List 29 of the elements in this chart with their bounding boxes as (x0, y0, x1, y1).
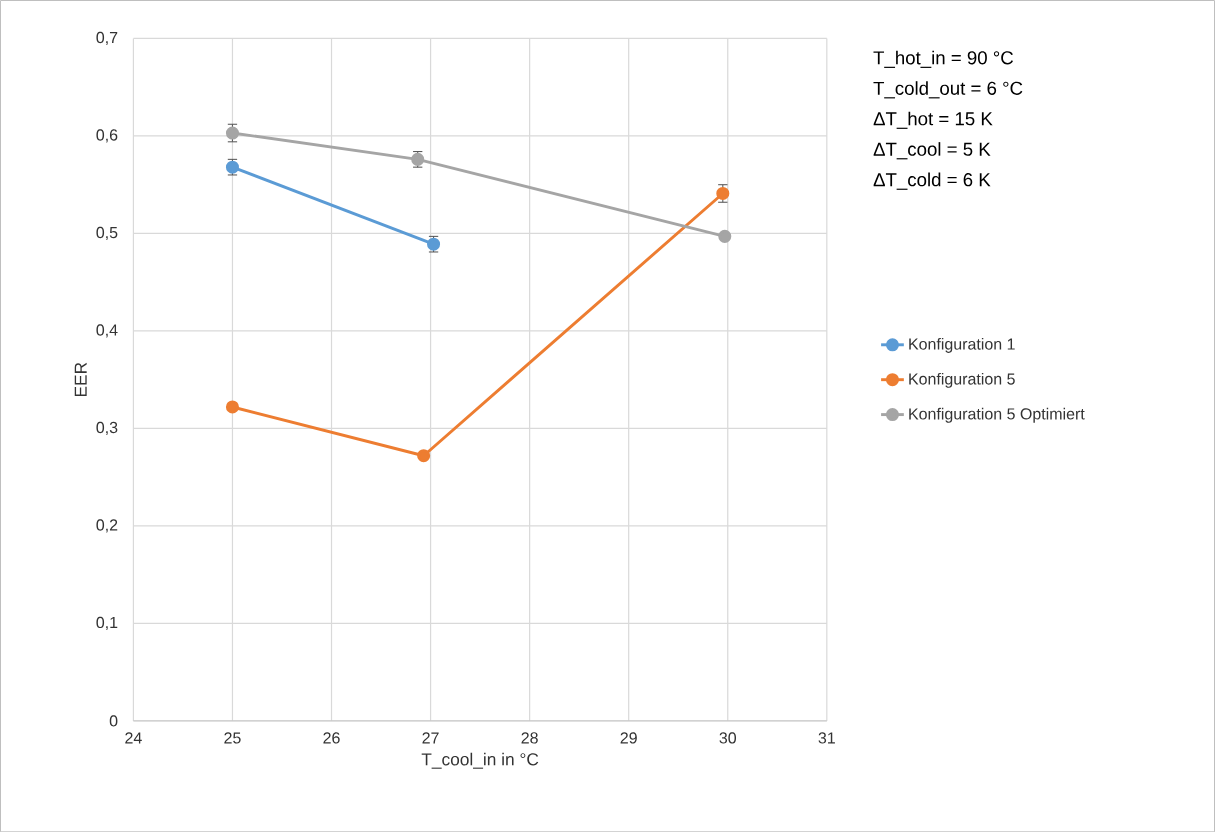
x-tick-label: 28 (521, 732, 538, 744)
y-tick-label: 0,3 (96, 421, 118, 435)
x-tick-label: 31 (818, 732, 835, 744)
text: ΔT_cool = 5 K (873, 141, 991, 160)
y-tick-label: 0,4 (96, 324, 118, 338)
point (225, 400, 239, 414)
x-tick-label: 29 (620, 732, 637, 744)
y-tick-label: 0,6 (96, 129, 118, 143)
x-tick-label: 24 (125, 732, 142, 744)
y-tick-label: 0,2 (96, 519, 118, 533)
x-axis-title: T_cool_in in °C (421, 752, 539, 769)
legend-label: Konfiguration 5 Optimiert (909, 407, 1085, 423)
text: ΔT_cold = 6 K (873, 172, 991, 190)
x-tick-label: 25 (224, 732, 241, 744)
text: ΔT_hot = 15 K (873, 111, 993, 129)
text: T_hot_in = 90 °C (873, 50, 1014, 68)
point (718, 229, 732, 243)
y-tick-label: 0,7 (96, 31, 118, 45)
x-tick-label: 27 (422, 732, 439, 744)
y-tick-label: 0 (109, 715, 118, 727)
x-tick-label: 30 (719, 732, 737, 744)
legend-label: Konfiguration 1 (909, 337, 1015, 353)
legend-label: Konfiguration 5 (909, 372, 1015, 388)
x-tick-label: 26 (323, 732, 340, 744)
y-axis-title: EER (74, 362, 87, 396)
point (417, 449, 431, 463)
text: T_cold_out = 6 °C (873, 81, 1023, 99)
y-tick-label: 0,5 (96, 226, 118, 240)
y-tick-label: 0,1 (96, 616, 118, 630)
